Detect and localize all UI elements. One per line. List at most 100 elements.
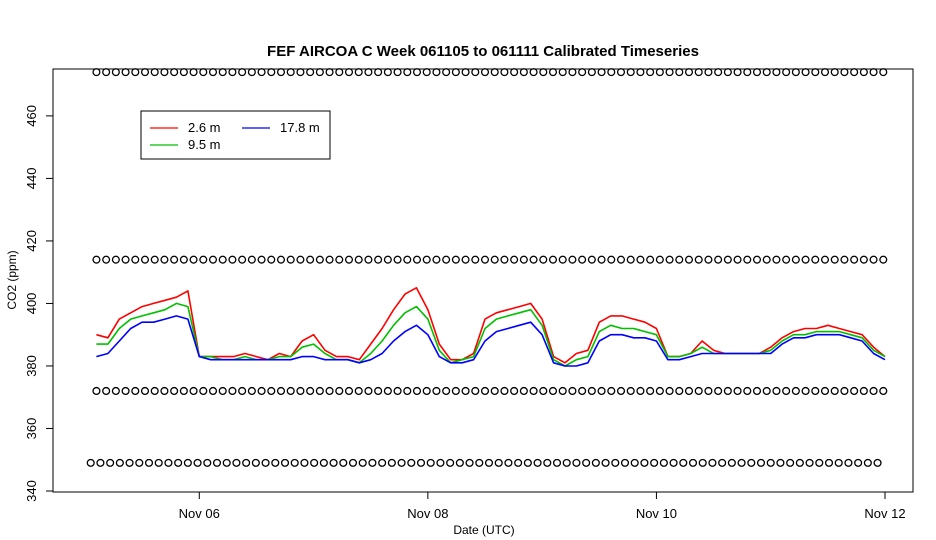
reference-marker: [519, 386, 528, 396]
reference-marker: [718, 458, 727, 467]
reference-marker: [446, 458, 455, 467]
reference-marker: [820, 255, 830, 264]
reference-marker: [442, 255, 451, 264]
reference-marker: [432, 68, 441, 77]
reference-marker: [160, 68, 169, 77]
reference-marker: [675, 68, 684, 77]
reference-marker: [106, 458, 115, 467]
reference-marker: [160, 255, 169, 264]
reference-marker: [92, 68, 101, 77]
reference-marker: [267, 255, 276, 264]
reference-marker: [306, 68, 315, 77]
reference-marker: [782, 68, 791, 77]
reference-marker: [791, 255, 800, 264]
reference-marker: [329, 458, 338, 467]
reference-marker: [276, 68, 286, 77]
reference-marker: [533, 458, 542, 467]
reference-marker: [247, 386, 256, 396]
reference-marker: [626, 386, 635, 396]
reference-marker: [490, 386, 499, 396]
reference-marker: [164, 458, 173, 467]
reference-marker: [568, 68, 577, 77]
reference-marker: [646, 386, 655, 396]
reference-marker: [587, 255, 596, 264]
reference-marker: [325, 68, 334, 77]
y-tick-label: 340: [24, 480, 39, 502]
reference-marker: [772, 255, 781, 264]
reference-marker: [879, 255, 888, 264]
reference-marker: [208, 255, 218, 264]
reference-marker: [286, 386, 295, 396]
reference-marker: [859, 68, 868, 77]
reference-marker: [591, 458, 600, 467]
plot-area: [86, 68, 888, 467]
reference-marker: [480, 255, 490, 264]
reference-marker: [529, 255, 538, 264]
reference-marker: [383, 386, 392, 396]
reference-marker: [364, 255, 373, 264]
reference-marker: [558, 255, 567, 264]
reference-marker: [708, 458, 717, 467]
legend-label-17-8m: 17.8 m: [280, 120, 320, 135]
reference-marker: [805, 458, 814, 467]
series-line-17-8m: [96, 315, 886, 367]
x-tick-label: Nov 12: [864, 506, 905, 521]
reference-marker: [121, 255, 130, 264]
reference-marker: [854, 458, 863, 467]
reference-marker: [131, 68, 140, 77]
reference-marker: [830, 68, 839, 77]
reference-marker: [704, 255, 713, 264]
reference-marker: [688, 458, 698, 467]
reference-marker: [422, 386, 431, 396]
reference-marker: [242, 458, 251, 467]
reference-marker: [315, 68, 324, 77]
reference-marker: [646, 255, 655, 264]
reference-marker: [548, 255, 558, 264]
reference-marker: [611, 458, 620, 467]
y-tick-label: 360: [24, 418, 39, 440]
reference-marker: [170, 255, 179, 264]
reference-marker: [471, 386, 480, 396]
reference-marker: [306, 386, 315, 396]
reference-marker: [500, 68, 509, 77]
reference-marker: [844, 458, 853, 467]
reference-marker: [480, 68, 490, 77]
reference-marker: [286, 68, 295, 77]
reference-marker: [339, 458, 348, 467]
reference-marker: [655, 255, 664, 264]
reference-marker: [154, 458, 163, 467]
reference-marker: [733, 68, 742, 77]
reference-marker: [354, 68, 363, 77]
reference-marker: [558, 386, 567, 396]
reference-marker: [834, 458, 843, 467]
reference-marker: [480, 386, 490, 396]
reference-marker: [290, 458, 299, 467]
reference-marker: [640, 458, 649, 467]
reference-marker: [179, 255, 188, 264]
reference-marker: [490, 68, 499, 77]
reference-marker: [747, 458, 756, 467]
reference-marker: [587, 68, 596, 77]
reference-marker: [650, 458, 659, 467]
reference-marker: [193, 458, 202, 467]
reference-marker: [795, 458, 804, 467]
reference-marker: [723, 386, 732, 396]
reference-marker: [426, 458, 435, 467]
x-tick-label: Nov 06: [179, 506, 220, 521]
reference-marker: [461, 386, 470, 396]
reference-marker: [675, 255, 684, 264]
reference-marker: [403, 386, 412, 396]
reference-marker: [655, 386, 664, 396]
reference-marker: [694, 255, 703, 264]
reference-marker: [879, 68, 888, 77]
reference-marker: [102, 255, 111, 264]
reference-marker: [96, 458, 105, 467]
reference-marker: [782, 255, 791, 264]
reference-marker: [150, 68, 159, 77]
reference-marker: [111, 386, 120, 396]
reference-marker: [222, 458, 231, 467]
reference-marker: [465, 458, 474, 467]
reference-marker: [568, 386, 577, 396]
reference-marker: [257, 68, 266, 77]
reference-marker: [238, 386, 247, 396]
